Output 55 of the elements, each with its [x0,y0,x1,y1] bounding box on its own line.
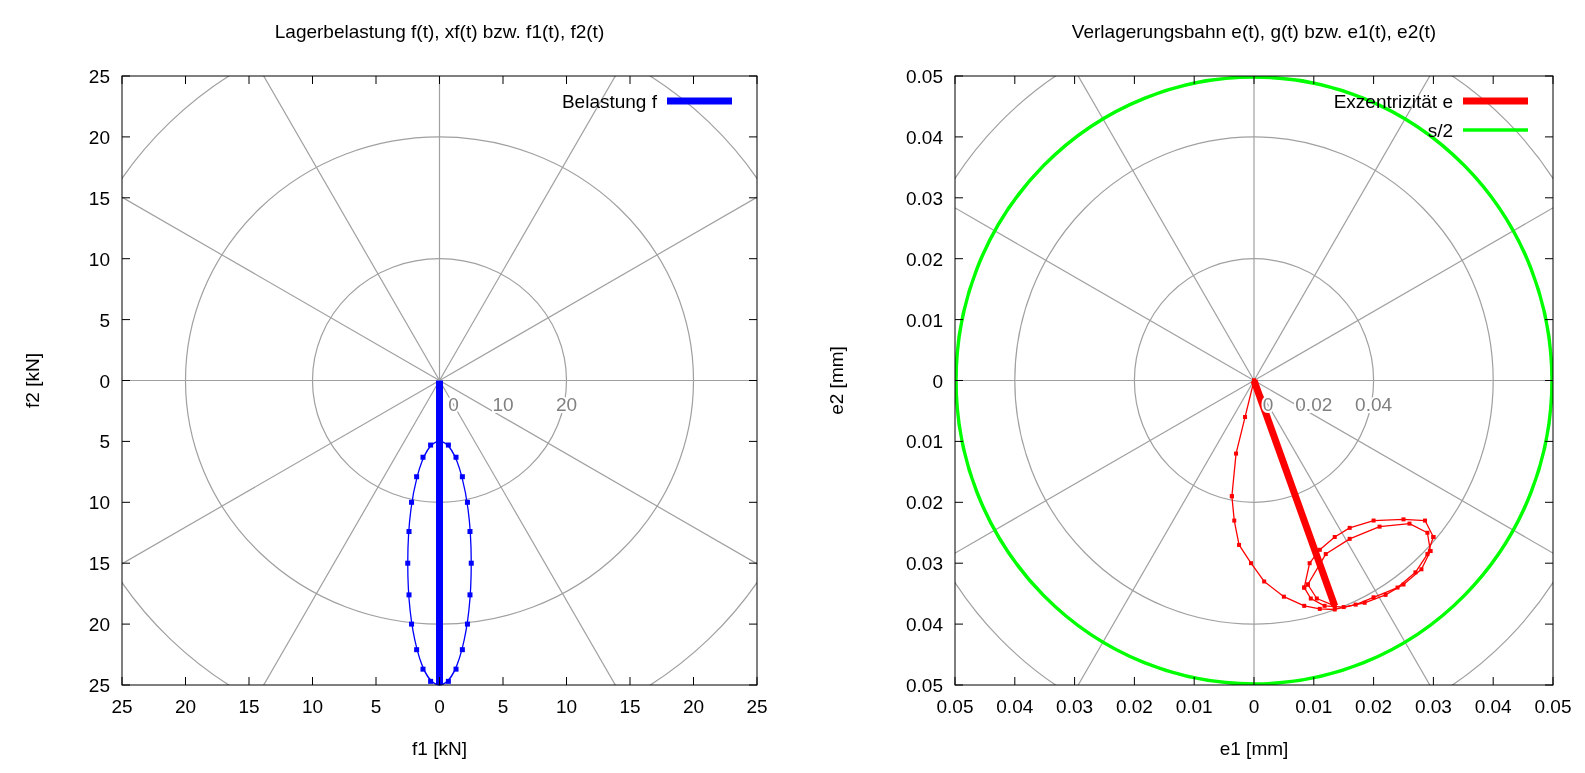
x-tick-label: 0.02 [1355,696,1393,717]
x-tick-label: 20 [682,696,705,717]
y-tick-label: 15 [88,187,110,209]
x-tick-label: 5 [497,696,509,717]
x-tick-label: 0.04 [1474,696,1513,717]
y-tick-label: 0 [932,370,943,392]
annotation: 10 [492,393,514,415]
y-tick-label: 0.04 [906,614,944,636]
y-tick-label: 20 [88,614,110,636]
x-tick-label: 10 [555,696,578,717]
x-tick-label: 0.01 [1175,696,1213,717]
x-tick-label: 0.03 [1414,696,1452,717]
y-tick-label: 0.01 [906,431,943,453]
y-tick-label: 0.04 [906,126,944,148]
y-tick-label: 0.05 [906,675,943,696]
x-tick-label: 0.03 [1056,696,1094,717]
annotation: 0.04 [1355,393,1393,415]
y-tick-label: 5 [99,431,110,453]
y-axis-title: e2 [mm] [826,346,847,415]
y-tick-label: 0 [99,370,110,392]
chart-title: Lagerbelastung f(t), xf(t) bzw. f1(t), f2(t) [274,21,605,42]
y-tick-label: 5 [99,309,110,331]
y-tick-label: 0.01 [906,309,943,331]
y-axis-title: f2 [kN] [22,353,43,408]
x-tick-label: 0.02 [1115,696,1153,717]
annotation: s/2 [1427,120,1453,141]
annotation: 20 [555,393,578,415]
y-tick-label: 15 [88,553,110,575]
y-tick-label: 20 [88,126,110,148]
y-tick-label: 0.02 [906,248,943,270]
y-tick-label: 10 [88,248,110,270]
x-tick-label: 5 [370,696,382,717]
x-axis-title: f1 [kN] [412,738,467,759]
y-tick-label: 25 [88,675,110,696]
y-tick-label: 10 [88,492,110,514]
x-axis-title: e1 [mm] [1219,738,1289,759]
x-tick-label: 10 [301,696,324,717]
y-tick-label: 0.03 [906,187,943,209]
x-tick-label: 0.05 [1534,696,1572,717]
x-tick-label: 15 [619,696,641,717]
chart-title: Verlagerungsbahn e(t), g(t) bzw. e1(t), e2(t) [1071,21,1437,42]
x-tick-label: 0 [1248,696,1260,717]
x-tick-label: 0 [434,696,445,717]
y-tick-label: 0.03 [906,553,943,575]
x-tick-label: 20 [174,696,197,717]
x-tick-label: 25 [746,696,768,717]
y-tick-label: 25 [88,66,110,87]
x-tick-label: 0.04 [996,696,1034,717]
annotation: 0.02 [1295,393,1333,415]
x-tick-label: 0.05 [936,696,974,717]
y-tick-label: 0.05 [906,66,943,87]
x-tick-label: 0.01 [1295,696,1333,717]
legend-label: Belastung f [561,91,658,112]
y-tick-label: 0.02 [906,492,943,514]
x-tick-label: 15 [238,696,260,717]
